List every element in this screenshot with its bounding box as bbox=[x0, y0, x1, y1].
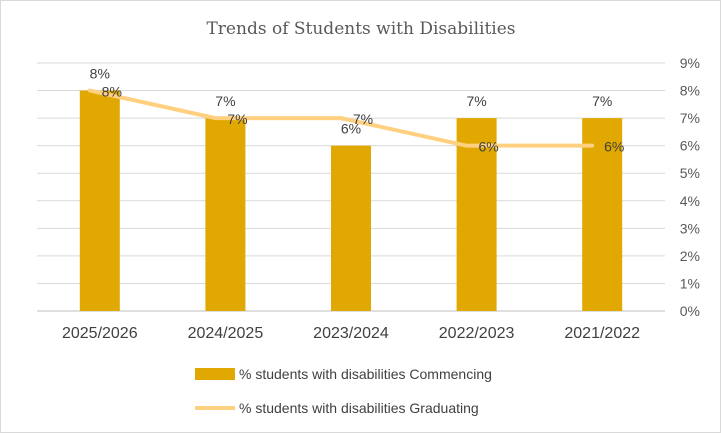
y-tick-label: 3% bbox=[680, 220, 700, 236]
bar-data-label: 8% bbox=[90, 66, 110, 82]
x-tick-label: 2024/2025 bbox=[188, 325, 264, 342]
bar-data-label: 7% bbox=[215, 93, 235, 109]
legend-swatch-commencing bbox=[195, 368, 235, 380]
x-tick-label: 2025/2026 bbox=[62, 325, 138, 342]
line-data-label: 8% bbox=[102, 84, 122, 100]
y-tick-label: 0% bbox=[680, 303, 700, 319]
y-tick-label: 7% bbox=[680, 110, 700, 126]
line-data-label: 6% bbox=[478, 139, 498, 155]
chart-title: Trends of Students with Disabilities bbox=[206, 19, 515, 39]
y-axis-ticks: 0% 1% 2% 3% 4% 5% 6% 7% 8% 9% bbox=[680, 55, 700, 319]
bar bbox=[205, 118, 245, 311]
y-tick-label: 8% bbox=[680, 83, 700, 99]
line-data-label: 6% bbox=[604, 139, 624, 155]
bar bbox=[80, 91, 120, 311]
line-data-label: 7% bbox=[227, 111, 247, 127]
y-tick-label: 6% bbox=[680, 138, 700, 154]
x-tick-label: 2022/2023 bbox=[439, 325, 515, 342]
bar-data-label: 7% bbox=[466, 93, 486, 109]
x-tick-label: 2023/2024 bbox=[313, 325, 389, 342]
legend: % students with disabilities Commencing%… bbox=[195, 366, 492, 416]
line-data-label: 7% bbox=[353, 111, 373, 127]
y-tick-label: 4% bbox=[680, 193, 700, 209]
bar bbox=[331, 146, 371, 311]
bar-data-label: 7% bbox=[592, 93, 612, 109]
x-axis-ticks: 2025/2026 2024/2025 2023/2024 2022/2023 2021… bbox=[62, 325, 640, 342]
y-tick-label: 5% bbox=[680, 165, 700, 181]
legend-label-commencing: % students with disabilities Commencing bbox=[239, 366, 492, 382]
y-tick-label: 9% bbox=[680, 55, 700, 71]
x-tick-label: 2021/2022 bbox=[564, 325, 640, 342]
y-tick-label: 2% bbox=[680, 248, 700, 264]
y-tick-label: 1% bbox=[680, 275, 700, 291]
legend-label-graduating: % students with disabilities Graduating bbox=[239, 400, 479, 416]
